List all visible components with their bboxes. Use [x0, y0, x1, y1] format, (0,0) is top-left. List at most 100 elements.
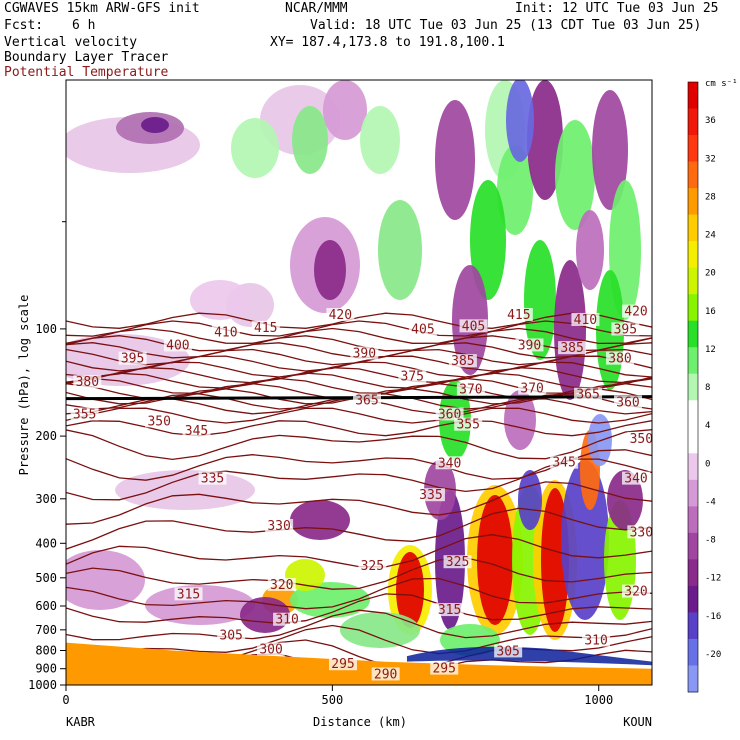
theta-label-bg: [329, 657, 358, 671]
colorbar-swatch: [688, 638, 698, 666]
colorbar-swatch: [688, 373, 698, 401]
plot-frame: [65, 79, 653, 686]
theta-label-bg: [558, 341, 587, 355]
theta-label-bg: [456, 382, 485, 396]
colorbar-swatch: [688, 135, 698, 163]
colorbar-label: -12: [705, 574, 721, 584]
velocity-cell: [497, 145, 533, 235]
colorbar-swatch: [688, 426, 698, 454]
colorbar-swatch: [688, 267, 698, 295]
colorbar-swatch: [688, 400, 698, 428]
theta-label-bg: [435, 603, 464, 617]
velocity-cell: [527, 80, 563, 200]
theta-label: 385: [560, 341, 583, 356]
colorbar-label: 24: [705, 231, 716, 241]
theta-contour-line: [66, 624, 652, 657]
theta-label: 350: [630, 432, 653, 447]
theta-label-bg: [251, 320, 280, 334]
tracer-band: [406, 646, 652, 666]
theta-label-bg: [582, 633, 611, 647]
theta-label-bg: [435, 456, 464, 470]
velocity-cell: [470, 180, 506, 300]
theta-label: 380: [608, 352, 631, 367]
velocity-cell: [378, 200, 422, 300]
theta-contour-line: [66, 507, 652, 550]
x-tick-label: 500: [322, 693, 344, 707]
theta-label: 415: [507, 308, 530, 323]
colorbar-label: 12: [705, 345, 716, 355]
theta-label-bg: [70, 407, 99, 421]
theta-contour-line: [66, 335, 652, 352]
velocity-cell: [115, 470, 255, 510]
theta-label-bg: [622, 584, 651, 598]
velocity-cell: [518, 470, 542, 530]
theta-contour-line: [66, 557, 652, 590]
theta-label: 365: [355, 394, 378, 409]
theta-label-bg: [211, 325, 240, 339]
velocity-cell: [588, 414, 612, 466]
colorbar-label: 8: [705, 383, 710, 393]
right-station-label: KOUN: [623, 715, 652, 729]
velocity-cell: [592, 90, 628, 210]
colorbar-swatch: [688, 108, 698, 136]
theta-label: 330: [267, 519, 290, 534]
terrain-tracer: [66, 642, 652, 685]
colorbar-label: -4: [705, 497, 716, 507]
theta-label: 415: [254, 321, 277, 336]
theta-label-bg: [454, 417, 483, 431]
y-tick-label: 700: [35, 623, 57, 637]
theta-label: 405: [462, 319, 485, 334]
colorbar-swatch: [688, 479, 698, 507]
colorbar-swatch: [688, 347, 698, 375]
theta-label-bg: [518, 381, 547, 395]
y-axis: 100 200 300 400 500 600 700 800 900 1000: [28, 221, 66, 692]
theta-label: 315: [438, 603, 461, 618]
theta-label-bg: [163, 338, 192, 352]
theta-label: 355: [73, 407, 96, 422]
theta-label: 310: [584, 634, 607, 649]
colorbar-swatch: [688, 294, 698, 322]
velocity-cell: [561, 460, 609, 620]
colorbar-units: cm s⁻¹: [705, 79, 738, 89]
y-tick-label: 900: [35, 662, 57, 676]
theta-label-bg: [515, 338, 544, 352]
theta-label: 305: [219, 628, 242, 643]
colorbar-label: 36: [705, 116, 716, 126]
theta-label-bg: [627, 431, 656, 445]
theta-label-bg: [265, 519, 294, 533]
theta-label-bg: [430, 661, 459, 675]
theta-label-bg: [550, 455, 579, 469]
y-tick-label: 200: [35, 429, 57, 443]
theta-label: 390: [353, 346, 376, 361]
organization: NCAR/MMM: [285, 1, 348, 16]
theta-contour-line: [66, 577, 652, 610]
theta-label-bg: [371, 667, 400, 681]
velocity-cell: [607, 470, 643, 530]
theta-label: 345: [185, 424, 208, 439]
colorbar: cm s⁻¹ 36 32 28 24 20 16 12 8 4 0 -4 -8 -12 -16 -20: [687, 79, 738, 693]
theta-contour-line: [66, 361, 652, 378]
model-title: CGWAVES 15km ARW-GFS init: [4, 1, 200, 16]
theta-label-bg: [504, 308, 533, 322]
velocity-cell: [141, 117, 169, 133]
theta-label: 295: [331, 657, 354, 672]
theta-label-bg: [398, 369, 427, 383]
colorbar-label: -8: [705, 536, 716, 546]
vertical-velocity-field: [66, 80, 643, 656]
theta-contour-line: [66, 407, 652, 424]
colorbar-swatch: [688, 585, 698, 613]
theta-label: 340: [438, 456, 461, 471]
theta-label: 330: [630, 525, 653, 540]
field-boundary-layer-tracer: Boundary Layer Tracer: [4, 50, 169, 65]
colorbar-swatch: [688, 506, 698, 534]
init-time: Init: 12 UTC Tue 03 Jun 25: [515, 1, 719, 16]
theta-label: 420: [329, 308, 352, 323]
theta-label-bg: [494, 644, 523, 658]
theta-label-bg: [145, 414, 174, 428]
velocity-cell: [360, 106, 400, 174]
theta-contour-line: [66, 372, 652, 389]
theta-label-bg: [614, 395, 643, 409]
cross-section-endpoints: XY= 187.4,173.8 to 191.8,100.1: [270, 35, 505, 50]
velocity-cell: [290, 500, 350, 540]
